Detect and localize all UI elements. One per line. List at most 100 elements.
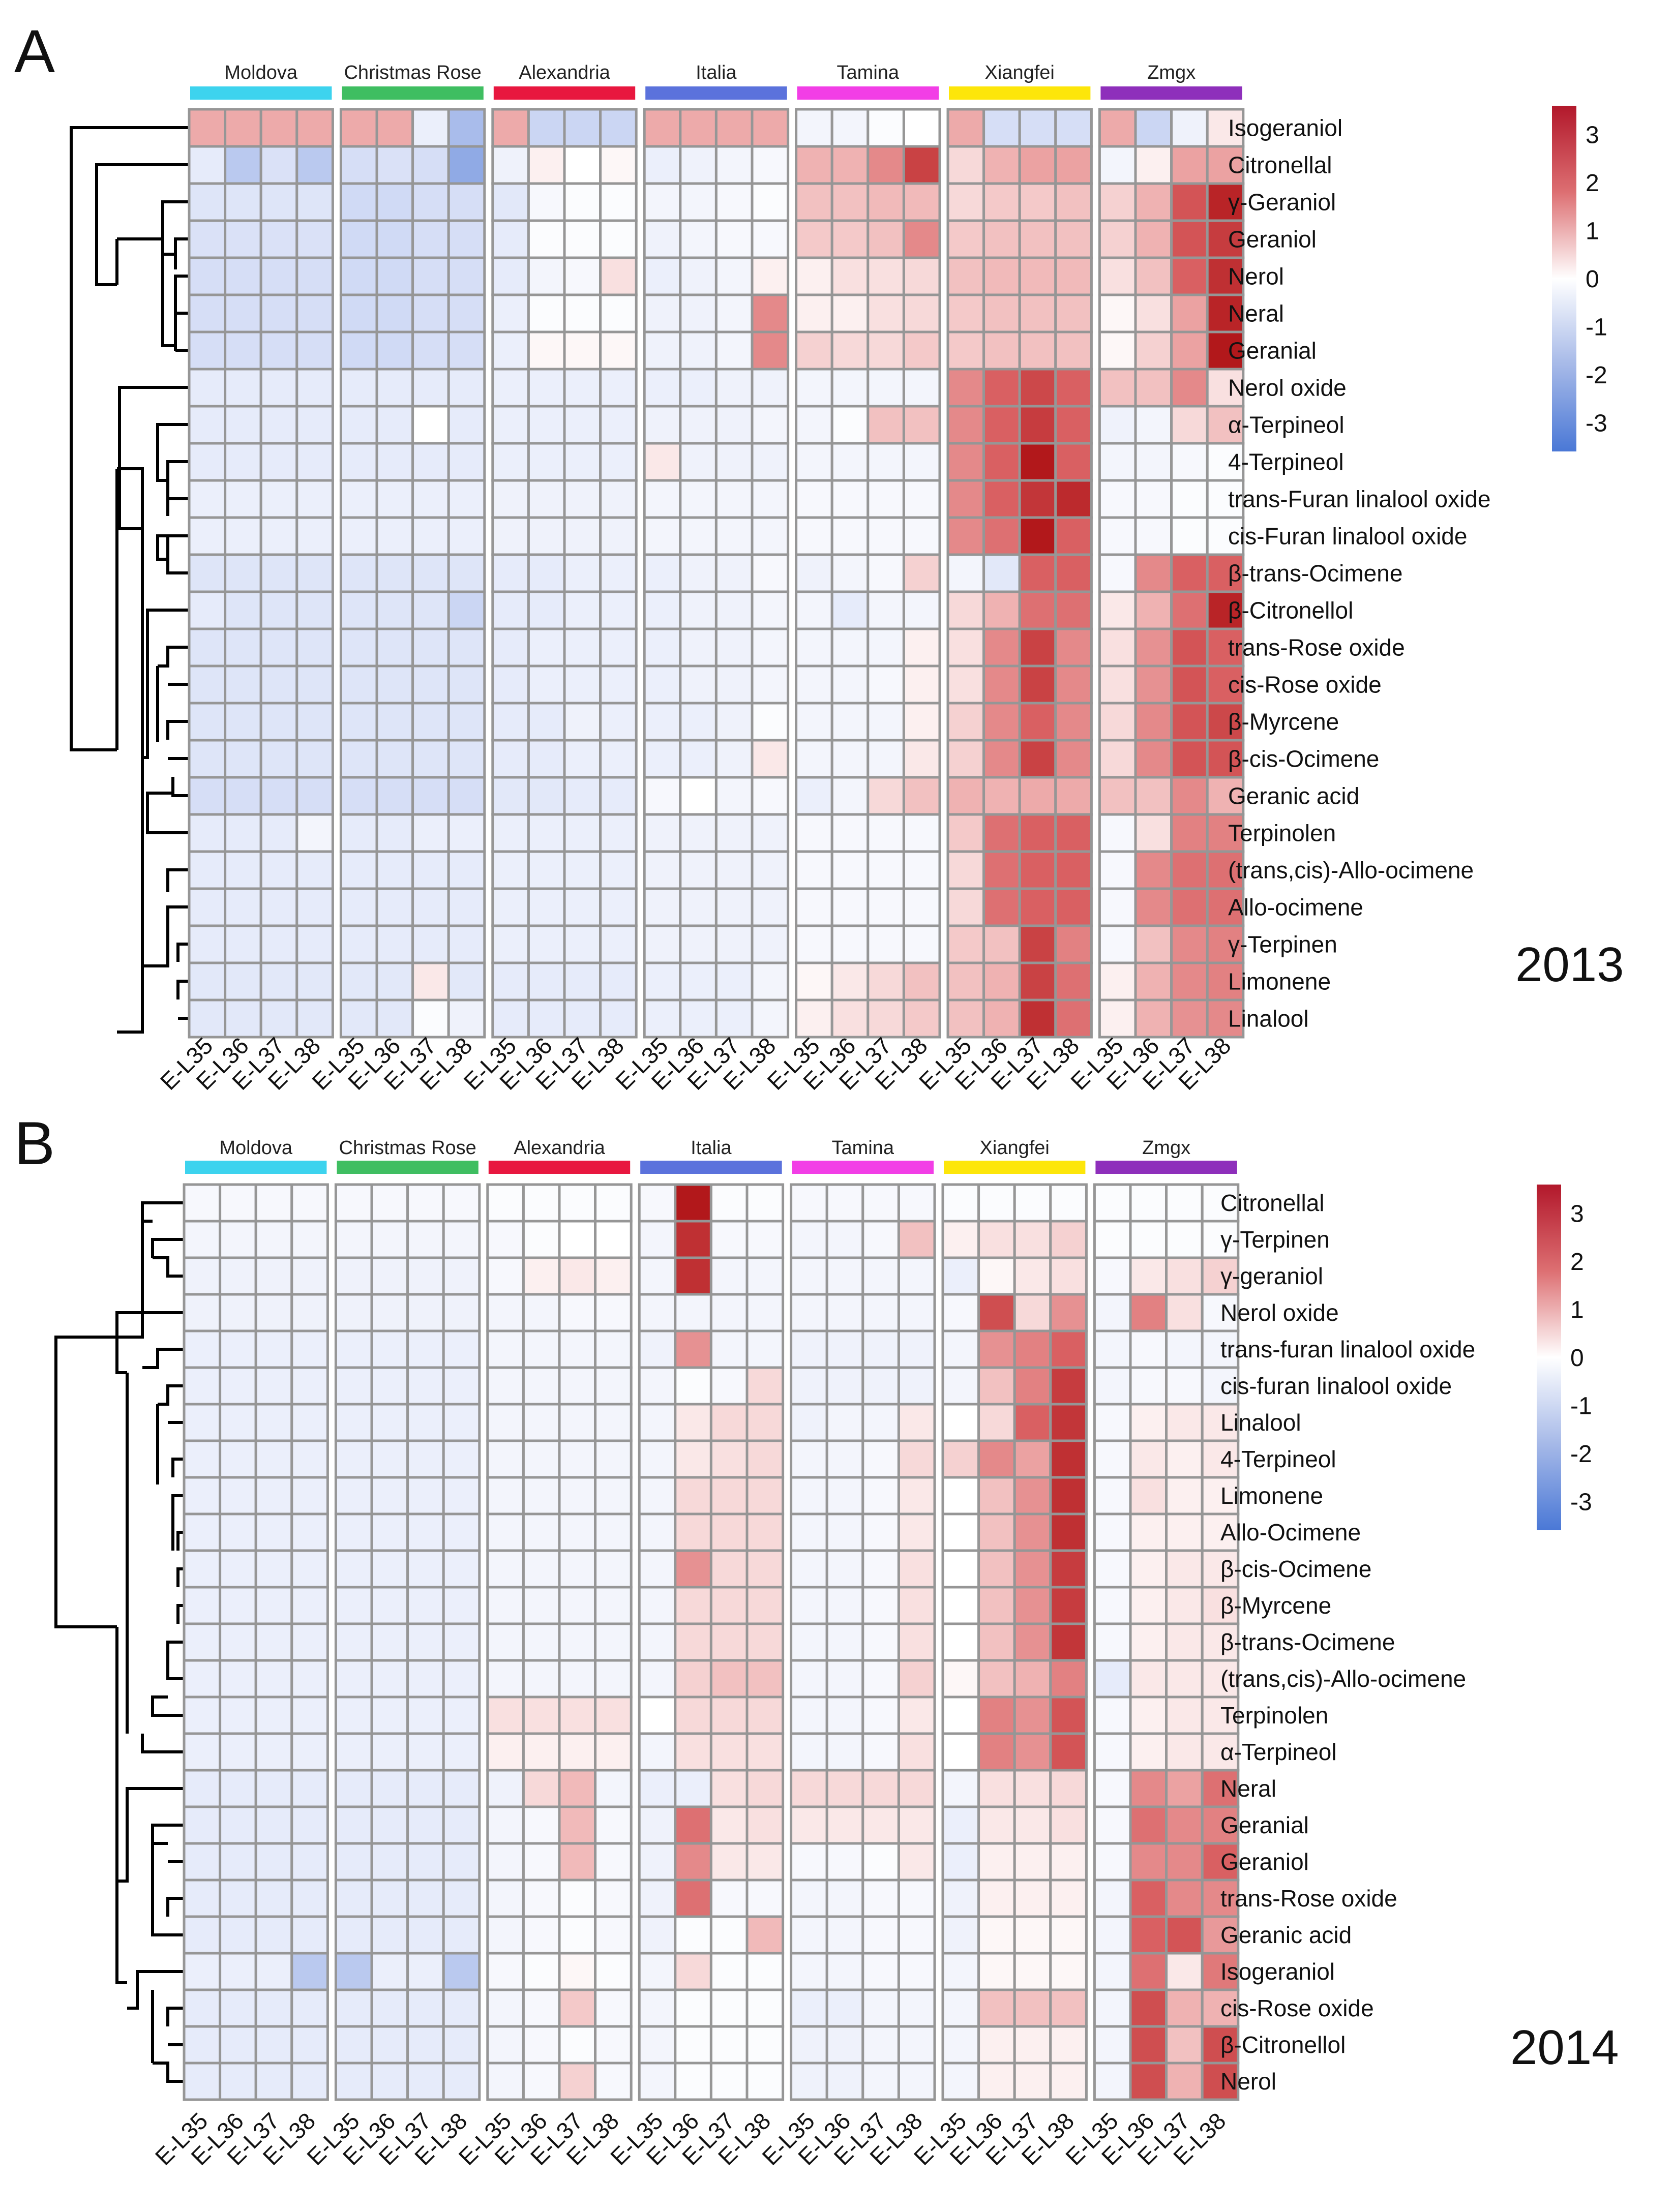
heatmap-cell: [745, 1695, 785, 1735]
heatmap-cell: [447, 961, 486, 1002]
heatmap-cell: [643, 368, 682, 408]
heatmap-cell: [795, 442, 833, 482]
group-color-bars: Moldova Christmas Rose Alexandria Italia Tam…: [190, 62, 1242, 100]
heatmap-cell: [679, 516, 718, 556]
row-label: Geranial: [1228, 338, 1317, 364]
heatmap-cell: [1134, 182, 1173, 222]
heatmap-cell: [491, 405, 530, 445]
heatmap-cell: [339, 998, 378, 1039]
heatmap-cell: [1134, 516, 1173, 556]
legend-tick-label: 1: [1570, 1297, 1584, 1324]
heatmap-cell: [709, 1586, 749, 1625]
heatmap-cell: [558, 1659, 597, 1699]
heatmap-cell: [867, 108, 905, 148]
heatmap-cell: [941, 1988, 980, 2028]
heatmap-cell: [1018, 961, 1057, 1002]
heatmap-cell: [375, 850, 414, 890]
heatmap-cell: [411, 442, 450, 482]
heatmap-cell: [527, 516, 566, 556]
heatmap-cell: [1013, 1915, 1052, 1955]
group-label: Zmgx: [1147, 62, 1196, 83]
heatmap-cell: [1201, 1732, 1240, 1772]
heatmap-cell: [745, 1732, 785, 1772]
heatmap-cell: [751, 182, 790, 222]
heatmap-cell: [447, 405, 486, 445]
heatmap-cell: [1049, 1403, 1088, 1442]
heatmap-cell: [188, 368, 227, 408]
heatmap-cell: [825, 1293, 864, 1332]
heatmap-cell: [259, 330, 298, 371]
heatmap-cell: [709, 1293, 749, 1332]
heatmap-cell: [188, 776, 227, 816]
heatmap-cell: [867, 887, 905, 927]
heatmap-cell: [946, 108, 985, 148]
heatmap-cell: [558, 1256, 597, 1296]
heatmap-cell: [1098, 590, 1137, 630]
heatmap-cell: [1134, 108, 1173, 148]
heatmap-cell: [674, 2062, 712, 2101]
heatmap-cell: [745, 1622, 785, 1662]
heatmap-cell: [1054, 145, 1093, 185]
heatmap-cell: [643, 182, 682, 222]
heatmap-cell: [674, 1622, 712, 1662]
heatmap-cell: [709, 1769, 749, 1808]
heatmap-cell: [527, 368, 566, 408]
heatmap-cell: [709, 1476, 749, 1516]
heatmap-cell: [259, 442, 298, 482]
heatmap-cell: [745, 1512, 785, 1552]
legend-tick-label: -2: [1586, 362, 1607, 389]
heatmap-cell: [1093, 1403, 1132, 1442]
heatmap-cell: [897, 1293, 936, 1332]
heatmap-cell: [941, 1329, 980, 1369]
heatmap-cell: [982, 664, 1021, 705]
heatmap-cell: [1018, 553, 1057, 593]
heatmap-cell: [447, 442, 486, 482]
heatmap-cell: [825, 1403, 864, 1442]
heatmap-cell: [1054, 293, 1093, 334]
heatmap-cell: [679, 182, 718, 222]
heatmap-cell: [982, 405, 1021, 445]
heatmap-cell: [406, 1183, 445, 1223]
heatmap-cell: [447, 368, 486, 408]
heatmap-cell: [897, 1769, 936, 1808]
heatmap-cell: [1018, 590, 1057, 630]
column-labels: E-L35E-L36E-L37E-L38E-L35E-L36E-L37E-L38…: [150, 2107, 1231, 2170]
heatmap-cell: [183, 1805, 222, 1845]
heatmap-cell: [679, 739, 718, 779]
heatmap-cell: [486, 1403, 525, 1442]
heatmap-cell: [1129, 1952, 1168, 1991]
heatmap-cell: [447, 516, 486, 556]
heatmap-cell: [1201, 1403, 1240, 1442]
heatmap-cell: [745, 1915, 785, 1955]
row-label: Allo-ocimene: [1228, 894, 1363, 921]
heatmap-cell: [1093, 1915, 1132, 1955]
heatmap-cell: [941, 1586, 980, 1625]
heatmap-cell: [751, 627, 790, 668]
heatmap-cell: [491, 553, 530, 593]
heatmap-cell: [861, 2062, 900, 2101]
heatmap-cell: [946, 219, 985, 259]
heatmap-cell: [254, 1329, 293, 1369]
heatmap-cell: [1170, 813, 1209, 853]
heatmap-cell: [941, 1915, 980, 1955]
heatmap-cell: [599, 961, 638, 1002]
group-bar-zmgx: [1100, 86, 1242, 100]
group-bar-christmas-rose: [337, 1161, 479, 1174]
heatmap-cell: [830, 219, 870, 259]
heatmap-cell: [638, 1952, 677, 1991]
heatmap-cell: [709, 2062, 749, 2101]
heatmap-cell: [486, 1622, 525, 1662]
heatmap-cell: [183, 1769, 222, 1808]
heatmap-cell: [411, 182, 450, 222]
heatmap-cell: [522, 1220, 561, 1259]
heatmap-cell: [290, 1586, 329, 1625]
heatmap-cell: [599, 702, 638, 742]
heatmap-cell: [1018, 887, 1057, 927]
heatmap-cell: [224, 813, 262, 853]
heatmap-cell: [295, 590, 334, 630]
heatmap-cell: [1165, 1293, 1204, 1332]
heatmap-cell: [183, 1549, 222, 1589]
heatmap-cell: [1054, 368, 1093, 408]
heatmap-cell: [861, 1842, 900, 1882]
heatmap-cell: [259, 887, 298, 927]
